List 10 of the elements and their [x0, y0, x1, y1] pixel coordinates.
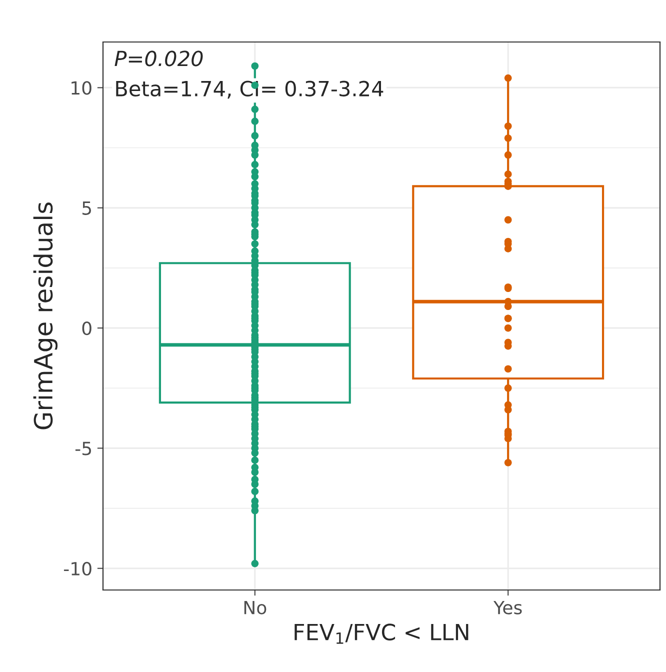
- y-tick-label: 0: [82, 321, 92, 336]
- x-tick-label: No: [244, 600, 266, 614]
- annotation: P=0.020: [114, 50, 203, 66]
- y-tick-label: 5: [82, 202, 92, 215]
- x-tick-label: Yes: [493, 600, 522, 614]
- y-tick-label: -5: [75, 442, 92, 456]
- y-axis-title: GrimAge residuals: [33, 202, 58, 430]
- y-tick-label: 10: [72, 81, 92, 95]
- y-tick-label: -10: [64, 562, 92, 576]
- x-axis-title: FEV$_{1}$/FVC < LLN: [294, 624, 468, 644]
